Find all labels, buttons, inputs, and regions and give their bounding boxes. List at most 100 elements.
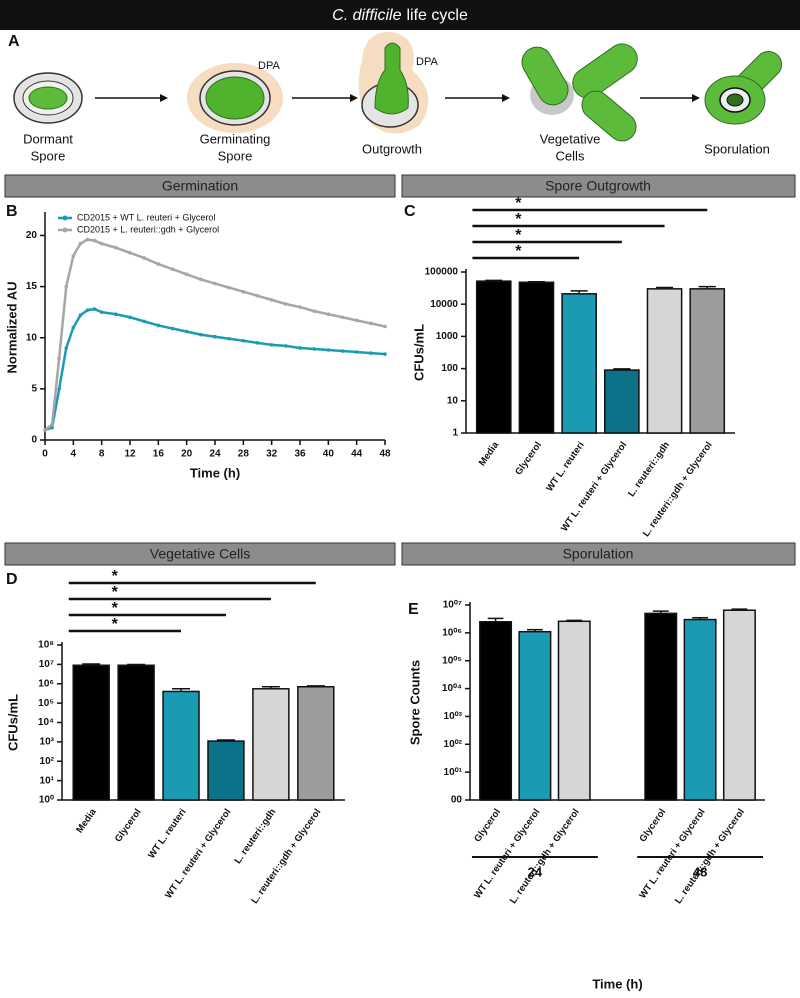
bar	[518, 281, 555, 434]
section-bar	[4, 542, 396, 566]
y-tick-label: 20	[26, 230, 38, 241]
significance-label: *	[515, 243, 522, 260]
y-tick-label: 10⁴	[38, 717, 54, 728]
x-tick-label: Glycerol	[513, 440, 544, 477]
series-point	[64, 346, 69, 350]
series-point	[199, 277, 203, 282]
series-line	[44, 307, 386, 431]
x-tick-label: 28	[238, 449, 250, 460]
significance-label: *	[112, 568, 119, 585]
significance-label: *	[515, 211, 522, 228]
series-point	[383, 324, 387, 329]
y-tick-label: 10⁰⁷	[443, 600, 462, 611]
x-tick-label: 40	[323, 449, 335, 460]
series-point	[156, 262, 161, 266]
series-point	[184, 272, 189, 277]
series-point	[227, 336, 231, 341]
series-point	[284, 302, 288, 306]
dpa-label: DPA	[258, 60, 280, 72]
y-tick-label: 100000	[425, 267, 459, 278]
x-tick-label: 16	[153, 449, 165, 460]
x-tick-label: WT L. reuteri	[544, 440, 586, 494]
title-rest: life cycle	[407, 7, 468, 24]
series-point	[114, 312, 118, 317]
x-tick-label: 24	[209, 449, 221, 460]
bar	[689, 288, 726, 434]
bar	[646, 288, 683, 434]
bar	[117, 664, 155, 801]
y-tick-label: 10¹	[40, 775, 55, 786]
x-tick-label: 8	[99, 449, 105, 460]
y-tick-label: 10000	[430, 299, 458, 310]
y-tick-label: 5	[31, 384, 37, 395]
legend-swatch	[62, 215, 68, 221]
y-tick-label: 10⁰⁴	[442, 683, 462, 694]
series-point	[99, 310, 104, 314]
y-tick-label: 1000	[436, 331, 459, 342]
y-tick-label: 0	[31, 435, 37, 446]
significance-label: *	[515, 227, 522, 244]
bar	[518, 630, 552, 801]
series-point	[71, 254, 76, 258]
stage-label: Spore	[218, 148, 253, 163]
series-point	[128, 251, 132, 255]
section-bar	[4, 174, 396, 198]
series-point	[312, 309, 316, 313]
y-tick-label: 10⁰	[39, 795, 54, 806]
x-tick-label: 48	[379, 449, 391, 460]
series-point	[241, 338, 246, 343]
series-point	[184, 329, 189, 334]
bar	[72, 664, 110, 801]
stage-label: Sporulation	[704, 141, 770, 156]
series-point	[326, 348, 331, 352]
x-tick-label: 0	[42, 449, 48, 460]
bar	[252, 688, 290, 801]
y-tick-label: 10⁰²	[444, 739, 463, 750]
x-tick-label: L. reuteri::gdh	[626, 440, 672, 499]
bar	[207, 740, 245, 801]
x-tick-label: WT L. reuteri	[146, 807, 188, 861]
series-point	[78, 241, 83, 246]
title-italic: C. difficile	[332, 7, 401, 24]
x-tick-label: L. reuteri::gdh	[232, 807, 278, 866]
series-point	[170, 267, 175, 272]
section-title: Vegetative Cells	[150, 546, 250, 562]
stage-label: Cells	[556, 148, 585, 163]
series-point	[142, 319, 146, 324]
series-point	[114, 245, 118, 250]
y-tick-label: 15	[26, 281, 38, 292]
significance-label: *	[112, 616, 119, 633]
series-point	[312, 347, 316, 351]
series-point	[326, 312, 331, 317]
stage-label: Vegetative	[540, 131, 601, 146]
x-axis-label: Time (h)	[190, 465, 240, 480]
series-point	[255, 341, 260, 345]
series-point	[354, 318, 359, 323]
y-tick-label: 10	[447, 395, 459, 406]
stage-label: Outgrowth	[362, 141, 422, 156]
series-point	[213, 281, 217, 286]
series-point	[241, 289, 246, 294]
series-point	[71, 325, 76, 330]
stage-label: Germinating	[200, 131, 271, 146]
y-tick-label: 10³	[40, 737, 55, 748]
y-tick-label: 10²	[40, 756, 55, 767]
panel-label: B	[6, 203, 18, 220]
legend-label: CD2015 + WT L. reuteri + Glycerol	[77, 212, 215, 222]
bar	[479, 621, 513, 801]
x-tick-label: 4	[71, 449, 77, 460]
legend-label: CD2015 + L. reuteri::gdh + Glycerol	[77, 224, 219, 234]
x-tick-label: 36	[294, 449, 306, 460]
section-bar	[401, 174, 796, 198]
x-tick-label: Glycerol	[472, 807, 503, 844]
figure-title: C. difficile life cycle	[332, 7, 468, 24]
y-axis-label: Spore Counts	[407, 660, 422, 745]
x-tick-label: 12	[124, 449, 136, 460]
y-tick-label: 00	[451, 795, 463, 806]
significance-label: *	[112, 600, 119, 617]
series-point	[298, 305, 302, 309]
bar	[722, 609, 756, 801]
y-tick-label: 10⁸	[38, 640, 54, 651]
series-point	[255, 293, 260, 298]
